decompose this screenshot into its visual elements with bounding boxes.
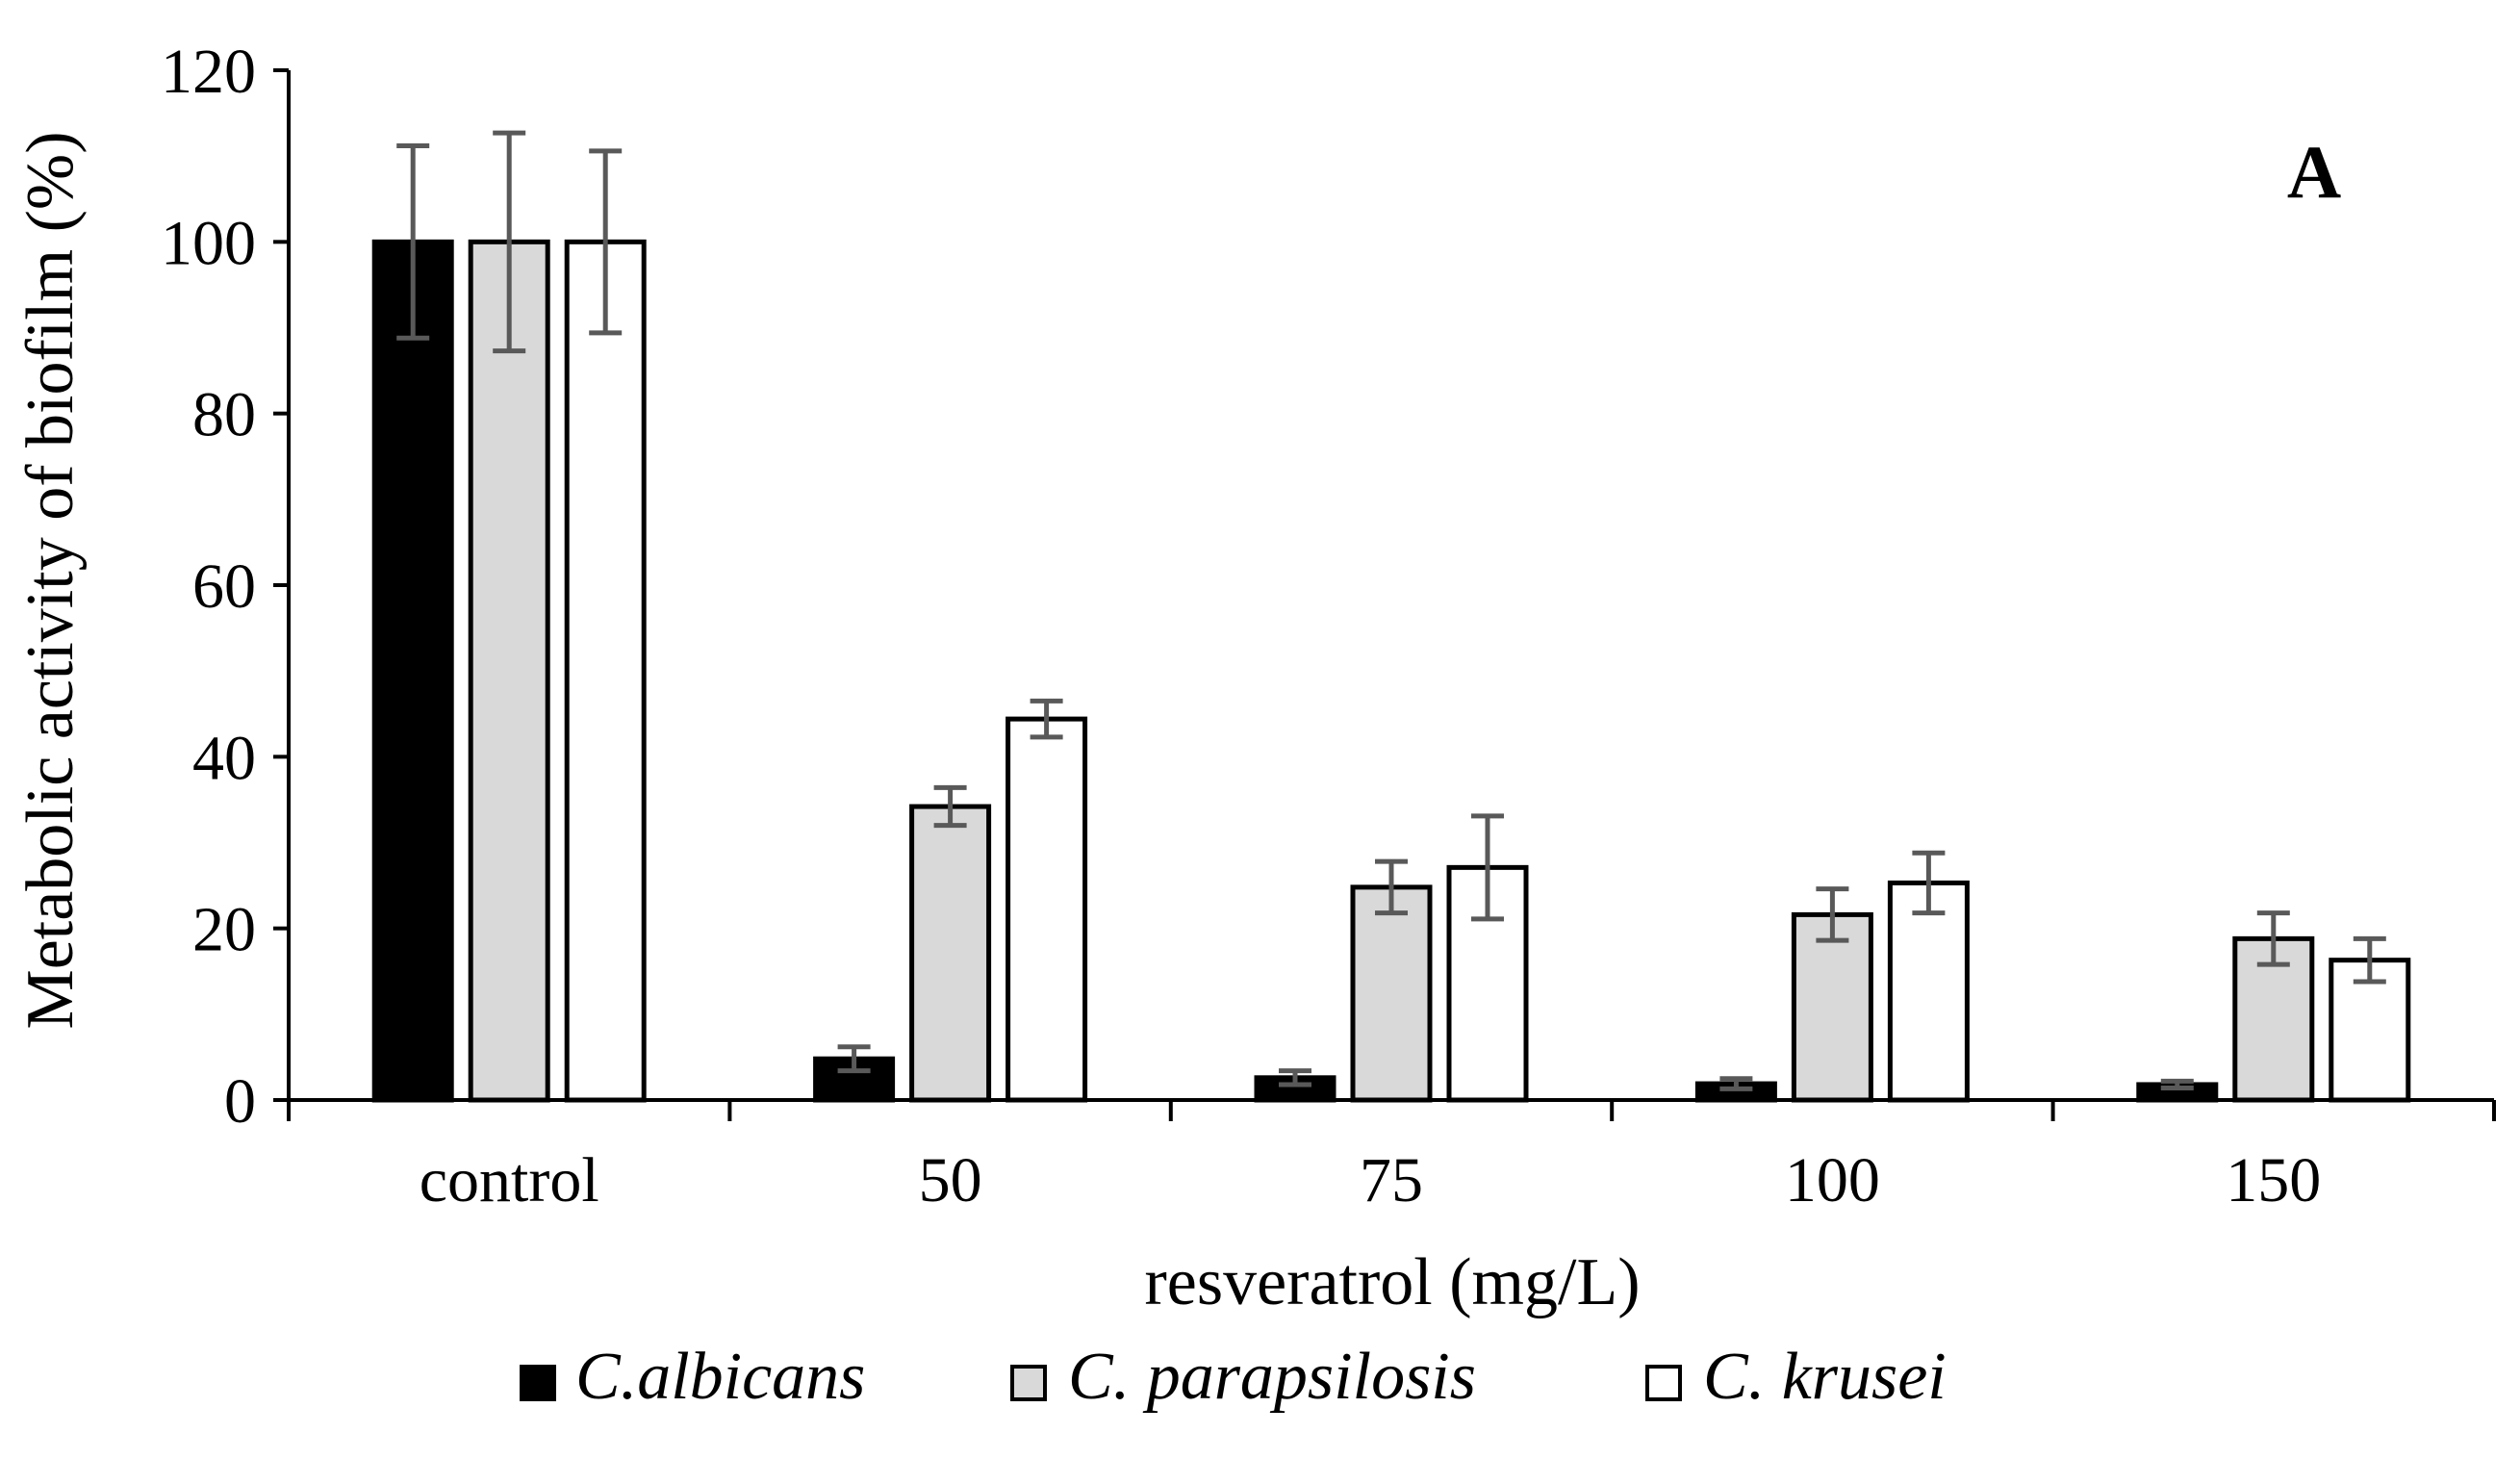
x-axis-ticks: control 50 75 100 150 bbox=[287, 1100, 2496, 1216]
legend-swatch-c-krusei bbox=[1645, 1365, 1682, 1401]
bar-series-group bbox=[371, 239, 2411, 1103]
y-tick-label: 20 bbox=[192, 895, 256, 965]
y-tick-label: 60 bbox=[192, 551, 256, 622]
bar bbox=[1350, 884, 1433, 1103]
legend: C.albicans C. parapsilosis C. krusei bbox=[520, 1340, 1947, 1414]
y-tick-label: 0 bbox=[224, 1066, 256, 1137]
bar bbox=[1887, 880, 1970, 1103]
y-tick-label: 120 bbox=[161, 37, 256, 107]
bar bbox=[564, 239, 647, 1103]
x-tick-label: 150 bbox=[2226, 1145, 2321, 1216]
bar bbox=[813, 1056, 896, 1103]
legend-swatch-c-albicans bbox=[520, 1365, 556, 1401]
y-tick-label: 100 bbox=[161, 208, 256, 278]
panel-label: A bbox=[2287, 130, 2341, 214]
bar bbox=[468, 239, 550, 1103]
x-tick-label: control bbox=[420, 1145, 599, 1216]
error-bars-group bbox=[396, 130, 2386, 1091]
y-axis-title: Metabolic activity of biofilm (%) bbox=[13, 131, 88, 1029]
bar bbox=[371, 239, 454, 1103]
y-tick-label: 40 bbox=[192, 723, 256, 793]
x-tick-label: 100 bbox=[1785, 1145, 1880, 1216]
x-tick-label: 50 bbox=[919, 1145, 982, 1216]
legend-label-c-parapsilosis: C. parapsilosis bbox=[1068, 1340, 1476, 1414]
bar bbox=[909, 804, 992, 1103]
y-tick-label: 80 bbox=[192, 380, 256, 450]
y-axis-ticks: 0 20 40 60 80 100 120 bbox=[161, 37, 289, 1137]
x-tick-label: 75 bbox=[1360, 1145, 1423, 1216]
legend-label-c-albicans: C.albicans bbox=[575, 1340, 865, 1414]
legend-label-c-krusei: C. krusei bbox=[1703, 1340, 1947, 1414]
bar bbox=[1005, 716, 1088, 1103]
legend-swatch-c-parapsilosis bbox=[1010, 1365, 1047, 1401]
x-axis-title: resveratrol (mg/L) bbox=[1144, 1245, 1640, 1319]
